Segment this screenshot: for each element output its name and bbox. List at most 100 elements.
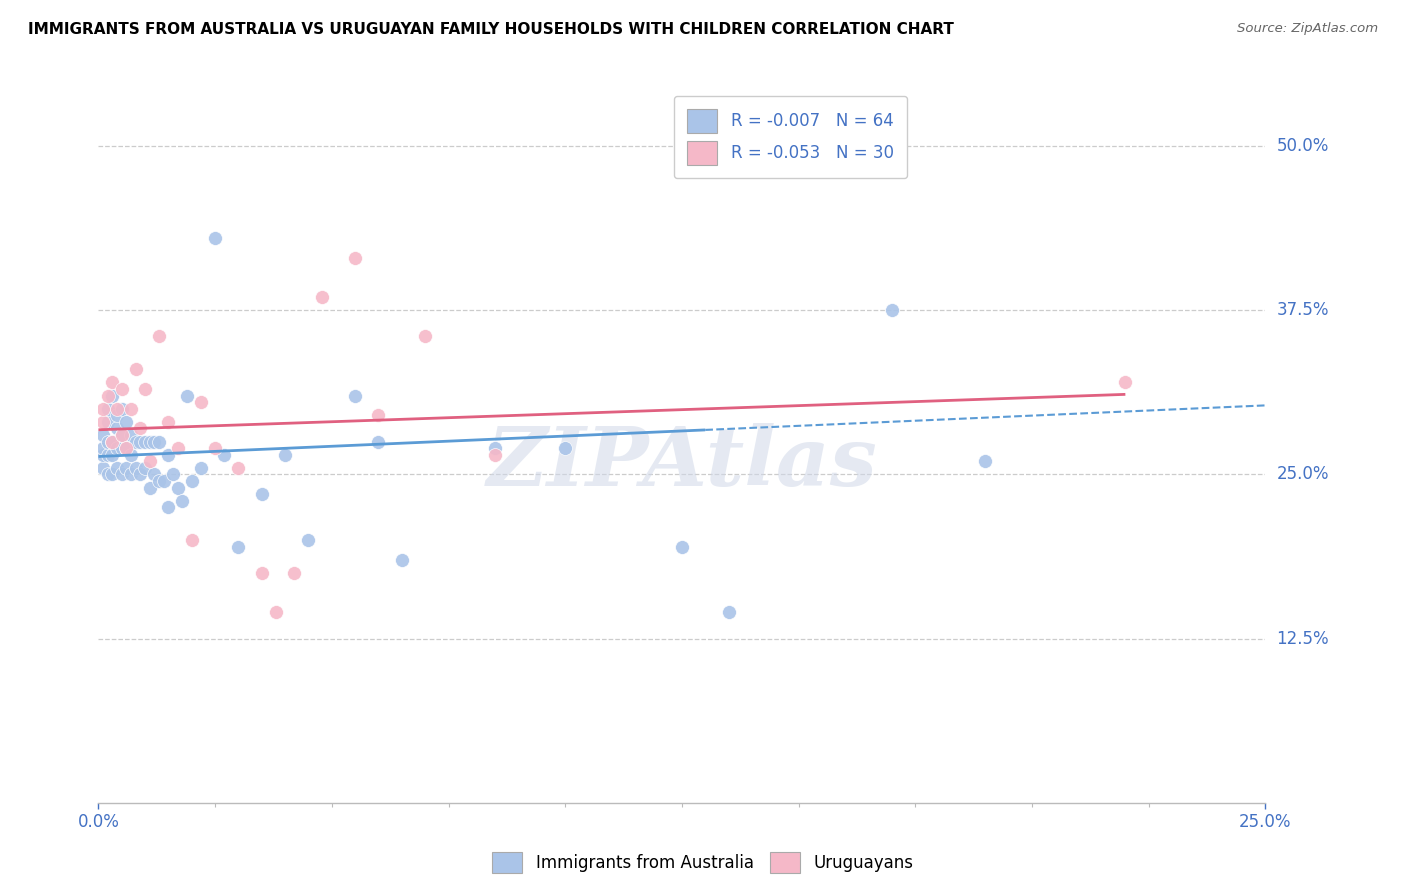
Point bbox=[274, 448, 297, 462]
Point bbox=[250, 566, 273, 580]
Text: 37.5%: 37.5% bbox=[1277, 301, 1329, 319]
Point bbox=[120, 448, 142, 462]
Point bbox=[671, 540, 693, 554]
Point bbox=[105, 401, 128, 416]
Point bbox=[367, 409, 389, 423]
Point bbox=[97, 434, 120, 449]
Point bbox=[484, 448, 506, 462]
Point bbox=[129, 434, 152, 449]
Point bbox=[176, 388, 198, 402]
Point bbox=[157, 448, 180, 462]
Text: IMMIGRANTS FROM AUSTRALIA VS URUGUAYAN FAMILY HOUSEHOLDS WITH CHILDREN CORRELATI: IMMIGRANTS FROM AUSTRALIA VS URUGUAYAN F… bbox=[28, 22, 955, 37]
Point bbox=[115, 441, 138, 455]
Legend: Immigrants from Australia, Uruguayans: Immigrants from Australia, Uruguayans bbox=[485, 846, 921, 880]
Point bbox=[101, 467, 124, 482]
Point bbox=[125, 460, 148, 475]
Point bbox=[554, 441, 576, 455]
Point bbox=[157, 500, 180, 515]
Point bbox=[111, 467, 134, 482]
Point bbox=[97, 467, 120, 482]
Point bbox=[143, 434, 166, 449]
Point bbox=[413, 329, 436, 343]
Point bbox=[139, 434, 162, 449]
Point bbox=[297, 533, 319, 547]
Point bbox=[120, 401, 142, 416]
Point bbox=[190, 395, 212, 409]
Point bbox=[190, 460, 212, 475]
Point bbox=[91, 448, 114, 462]
Point bbox=[811, 152, 834, 166]
Point bbox=[91, 441, 114, 455]
Point bbox=[311, 290, 333, 304]
Point bbox=[97, 415, 120, 429]
Point bbox=[157, 415, 180, 429]
Point bbox=[367, 434, 389, 449]
Point bbox=[344, 388, 367, 402]
Point bbox=[152, 474, 174, 488]
Point bbox=[1114, 376, 1136, 390]
Point bbox=[97, 388, 120, 402]
Point bbox=[91, 415, 114, 429]
Point bbox=[139, 454, 162, 468]
Legend: R = -0.007   N = 64, R = -0.053   N = 30: R = -0.007 N = 64, R = -0.053 N = 30 bbox=[673, 95, 907, 178]
Text: 12.5%: 12.5% bbox=[1277, 630, 1329, 648]
Point bbox=[115, 460, 138, 475]
Point bbox=[204, 231, 226, 245]
Point bbox=[166, 481, 188, 495]
Point bbox=[139, 481, 162, 495]
Point bbox=[91, 428, 114, 442]
Point bbox=[129, 421, 152, 435]
Point bbox=[880, 303, 903, 318]
Point bbox=[162, 467, 184, 482]
Point bbox=[228, 540, 250, 554]
Point bbox=[344, 251, 367, 265]
Point bbox=[717, 605, 740, 619]
Point bbox=[391, 553, 413, 567]
Point bbox=[143, 467, 166, 482]
Text: 50.0%: 50.0% bbox=[1277, 137, 1329, 155]
Point bbox=[105, 460, 128, 475]
Point bbox=[115, 415, 138, 429]
Point bbox=[105, 409, 128, 423]
Point bbox=[101, 448, 124, 462]
Point bbox=[101, 434, 124, 449]
Text: Source: ZipAtlas.com: Source: ZipAtlas.com bbox=[1237, 22, 1378, 36]
Point bbox=[125, 434, 148, 449]
Point bbox=[172, 493, 194, 508]
Point bbox=[250, 487, 273, 501]
Point bbox=[148, 434, 170, 449]
Point bbox=[111, 401, 134, 416]
Point bbox=[134, 434, 156, 449]
Point bbox=[264, 605, 287, 619]
Point bbox=[115, 441, 138, 455]
Point bbox=[166, 441, 188, 455]
Point bbox=[120, 467, 142, 482]
Point bbox=[111, 382, 134, 396]
Point bbox=[101, 376, 124, 390]
Point bbox=[111, 428, 134, 442]
Point bbox=[97, 401, 120, 416]
Text: ZIPAtlas: ZIPAtlas bbox=[486, 423, 877, 503]
Point bbox=[97, 448, 120, 462]
Point bbox=[111, 441, 134, 455]
Point bbox=[134, 460, 156, 475]
Point bbox=[101, 434, 124, 449]
Point bbox=[180, 474, 202, 488]
Point bbox=[180, 533, 202, 547]
Point bbox=[105, 421, 128, 435]
Point bbox=[125, 362, 148, 376]
Point bbox=[283, 566, 305, 580]
Point bbox=[91, 401, 114, 416]
Point bbox=[91, 460, 114, 475]
Point bbox=[148, 329, 170, 343]
Point bbox=[134, 382, 156, 396]
Point bbox=[120, 428, 142, 442]
Point bbox=[974, 454, 997, 468]
Point bbox=[111, 428, 134, 442]
Point bbox=[228, 460, 250, 475]
Point bbox=[101, 388, 124, 402]
Point bbox=[129, 467, 152, 482]
Point bbox=[484, 441, 506, 455]
Point bbox=[105, 441, 128, 455]
Point bbox=[204, 441, 226, 455]
